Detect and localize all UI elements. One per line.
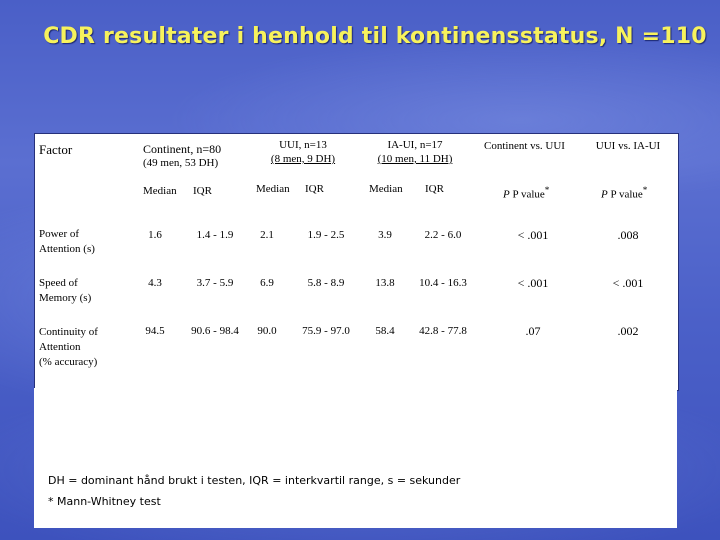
cell-continent-iqr: 1.4 - 1.9 bbox=[196, 229, 234, 241]
row-factor-line: (% accuracy) bbox=[39, 356, 98, 368]
header-continent-sub: (49 men, 53 DH) bbox=[143, 157, 219, 169]
header-iqr-continent: IQR bbox=[193, 185, 212, 197]
cell-continent-median: 94.5 bbox=[145, 325, 165, 337]
p-sup: * bbox=[642, 185, 648, 195]
header-uui: UUI, n=13 bbox=[279, 139, 327, 151]
row-factor-line: Attention bbox=[39, 341, 81, 353]
cell-continent-median: 1.6 bbox=[148, 229, 162, 241]
cell-uui-median: 6.9 bbox=[260, 277, 274, 289]
row-factor-line: Memory (s) bbox=[39, 292, 92, 304]
cell-uui-median: 90.0 bbox=[257, 325, 277, 337]
row-factor-line: Attention (s) bbox=[39, 243, 95, 255]
cell-continent-iqr: 3.7 - 5.9 bbox=[196, 277, 234, 289]
cell-uui-iqr: 75.9 - 97.0 bbox=[302, 325, 350, 337]
results-table: Factor Continent, n=80 (49 men, 53 DH) U… bbox=[34, 133, 679, 391]
header-median-uui: Median bbox=[256, 183, 290, 195]
row-factor-line: Continuity of bbox=[39, 326, 98, 338]
cell-p1: < .001 bbox=[517, 228, 549, 242]
slide-title: CDR resultater i henhold til kontinensst… bbox=[43, 24, 707, 49]
header-pvalue-2: P P value* bbox=[601, 185, 647, 201]
p-value-label: P value bbox=[610, 188, 643, 201]
cell-uui-iqr: 5.8 - 8.9 bbox=[307, 277, 345, 289]
p-letter: P bbox=[601, 188, 608, 201]
cell-iaui-median: 58.4 bbox=[375, 325, 395, 337]
header-median-continent: Median bbox=[143, 185, 177, 197]
row-factor: Power of Attention (s) bbox=[39, 227, 95, 257]
footnote-panel: DH = dominant hånd brukt i testen, IQR =… bbox=[34, 388, 677, 528]
cell-iaui-median: 3.9 bbox=[378, 229, 392, 241]
header-continent: Continent, n=80 bbox=[143, 142, 222, 156]
cell-iaui-iqr: 10.4 - 16.3 bbox=[419, 277, 467, 289]
header-median-iaui: Median bbox=[369, 183, 403, 195]
cell-p1: < .001 bbox=[517, 276, 549, 290]
header-iaui: IA-UI, n=17 bbox=[387, 139, 443, 151]
p-value-label: P value bbox=[512, 188, 545, 201]
footnote-abbreviations: DH = dominant hånd brukt i testen, IQR =… bbox=[48, 474, 461, 487]
cell-continent-median: 4.3 bbox=[148, 277, 162, 289]
cell-p1: .07 bbox=[525, 324, 541, 338]
cell-iaui-iqr: 42.8 - 77.8 bbox=[419, 325, 467, 337]
header-iqr-uui: IQR bbox=[305, 183, 324, 195]
footnote-test: * Mann-Whitney test bbox=[48, 495, 161, 508]
p-sup: * bbox=[544, 185, 550, 195]
header-iqr-iaui: IQR bbox=[425, 183, 444, 195]
header-cmp1: Continent vs. UUI bbox=[484, 140, 565, 152]
cell-iaui-iqr: 2.2 - 6.0 bbox=[424, 229, 462, 241]
header-factor: Factor bbox=[39, 142, 73, 157]
header-iaui-sub: (10 men, 11 DH) bbox=[377, 153, 453, 165]
header-cmp2: UUI vs. IA-UI bbox=[595, 140, 661, 152]
cell-p2: .008 bbox=[617, 228, 639, 242]
cell-p2: < .001 bbox=[612, 276, 644, 290]
header-pvalue-1: P P value* bbox=[503, 185, 549, 201]
p-letter: P bbox=[503, 188, 510, 201]
cell-p2: .002 bbox=[617, 324, 639, 338]
cell-continent-iqr: 90.6 - 98.4 bbox=[191, 325, 239, 337]
header-uui-sub: (8 men, 9 DH) bbox=[270, 153, 336, 165]
cell-iaui-median: 13.8 bbox=[375, 277, 395, 289]
cell-uui-iqr: 1.9 - 2.5 bbox=[307, 229, 345, 241]
row-factor: Continuity of Attention (% accuracy) bbox=[39, 325, 98, 370]
row-factor-line: Power of bbox=[39, 228, 80, 240]
row-factor-line: Speed of bbox=[39, 277, 78, 289]
cell-uui-median: 2.1 bbox=[260, 229, 274, 241]
row-factor: Speed of Memory (s) bbox=[39, 276, 91, 306]
